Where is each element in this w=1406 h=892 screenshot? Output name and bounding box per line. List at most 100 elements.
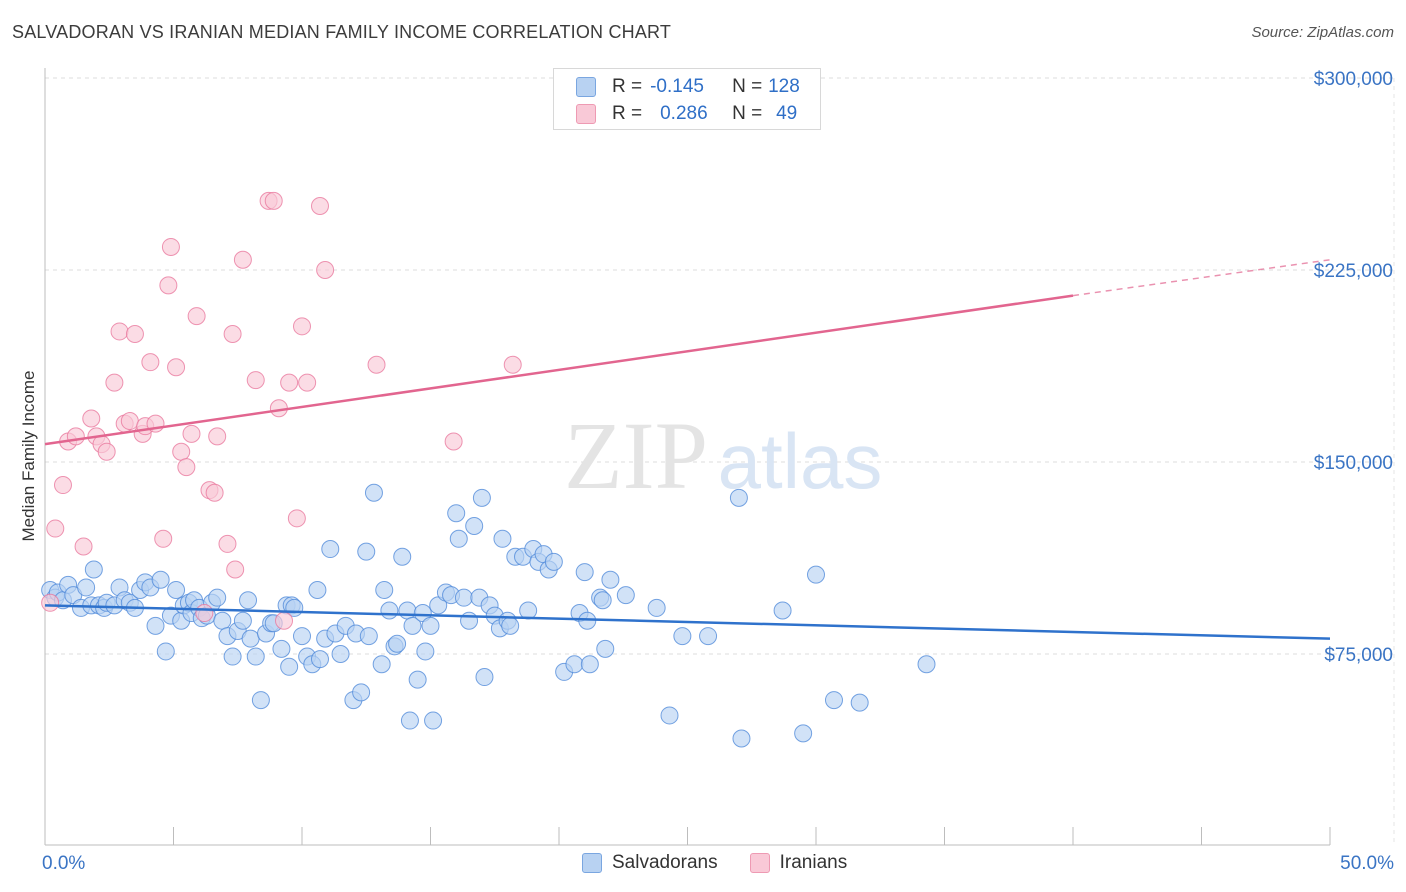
iranian-point	[46, 519, 65, 538]
iranian-trend-extension	[1072, 259, 1331, 297]
salvadoran-point	[773, 601, 792, 620]
series-legend: Salvadorans Iranians	[582, 852, 879, 874]
salvadoran-point	[357, 542, 376, 561]
salvadoran-point	[246, 647, 265, 666]
salvadoran-point	[596, 639, 615, 658]
iranian-point	[74, 537, 93, 556]
salvadoran-point	[293, 627, 311, 646]
salvadoran-point	[575, 563, 594, 582]
salvadoran-point	[408, 670, 427, 689]
iranian-point	[208, 427, 227, 446]
iranian-point	[293, 317, 311, 336]
salvadoran-point	[251, 691, 270, 710]
r-label: R =	[612, 76, 643, 97]
r-label: R =	[612, 103, 643, 124]
iranian-point	[444, 432, 463, 451]
iranian-point	[226, 560, 245, 579]
salvadoran-point	[84, 560, 103, 579]
salvadoran-point	[213, 611, 232, 630]
iranian-point	[264, 191, 283, 210]
salvadoran-point	[233, 611, 252, 630]
salvadoran-point	[364, 483, 383, 502]
salvadoran-trend-line	[44, 604, 1331, 640]
salvadoran-point	[807, 565, 825, 584]
salvadoran-point	[454, 588, 473, 607]
salvadoran-point	[310, 650, 329, 669]
salvadoran-point	[647, 598, 666, 617]
salvadorans-swatch	[576, 77, 596, 97]
salvadoran-point	[493, 529, 512, 548]
iranian-point	[110, 322, 129, 341]
salvadoran-point	[565, 655, 584, 674]
iranian-point	[159, 276, 178, 295]
salvadoran-point	[77, 578, 96, 597]
n-label: N =	[732, 76, 763, 97]
n-value-salvadorans: 128	[768, 76, 800, 97]
iranian-point	[154, 529, 173, 548]
salvadoran-point	[393, 547, 412, 566]
salvadoran-point	[400, 711, 419, 730]
salvadoran-point	[280, 657, 299, 676]
salvadoran-point	[699, 627, 718, 646]
iranian-point	[316, 261, 335, 279]
salvadoran-point	[601, 570, 620, 589]
salvadoran-point	[673, 627, 692, 646]
correlation-legend: R = -0.145 N = 128 R = 0.286 N = 49	[553, 68, 821, 130]
iranian-point	[161, 237, 180, 256]
salvadoran-point	[465, 517, 484, 535]
iranian-point	[287, 509, 306, 528]
watermark-atlas: atlas	[718, 417, 883, 505]
iranians-swatch	[576, 104, 596, 124]
iranian-point	[125, 325, 144, 343]
salvadoran-point	[372, 655, 391, 674]
legend-row-iranians: R = 0.286 N = 49	[576, 102, 797, 126]
salvadoran-point	[380, 601, 399, 620]
salvadoran-point	[472, 488, 491, 507]
iranian-point	[105, 373, 124, 392]
salvadoran-point	[421, 616, 440, 635]
y-tick-label: $300,000	[1314, 69, 1393, 90]
salvadoran-point	[321, 540, 340, 559]
salvadoran-point	[824, 691, 843, 710]
salvadoran-point	[501, 616, 520, 635]
salvadoran-point	[151, 570, 170, 589]
salvadoran-point	[352, 683, 371, 702]
chart-title: SALVADORAN VS IRANIAN MEDIAN FAMILY INCO…	[12, 22, 672, 42]
salvadorans-swatch	[582, 853, 602, 873]
x-tick-label-max: 50.0%	[1340, 853, 1394, 874]
iranian-point	[120, 412, 139, 431]
legend-row-salvadorans: R = -0.145 N = 128	[576, 75, 800, 99]
salvadoran-point	[794, 724, 813, 743]
iranian-point	[53, 476, 72, 495]
salvadoran-point	[616, 586, 635, 605]
salvadoran-point	[544, 552, 563, 571]
watermark-zip: ZIP	[564, 402, 708, 509]
iranian-point	[233, 250, 252, 269]
salvadoran-point	[359, 627, 378, 646]
salvadoran-point	[732, 729, 751, 748]
legend-label-iranians: Iranians	[779, 852, 848, 873]
legend-item-iranians[interactable]: Iranians	[749, 852, 848, 874]
y-tick-label: $225,000	[1314, 261, 1393, 282]
salvadoran-point	[331, 645, 350, 663]
legend-item-salvadorans[interactable]: Salvadorans	[582, 852, 718, 874]
salvadoran-point	[593, 591, 612, 610]
iranian-point	[82, 409, 101, 428]
salvadoran-point	[416, 642, 435, 661]
salvadoran-point	[156, 642, 175, 661]
iranian-point	[66, 427, 85, 446]
salvadoran-point	[272, 639, 291, 658]
salvadoran-point	[580, 655, 599, 674]
iranian-point	[182, 424, 201, 443]
salvadoran-point	[388, 634, 407, 653]
salvadoran-point	[167, 581, 186, 599]
iranian-point	[298, 373, 317, 392]
iranian-point	[141, 353, 160, 372]
salvadoran-point	[424, 711, 443, 730]
salvadoran-point	[208, 588, 227, 607]
axes	[44, 68, 1331, 846]
legend-label-salvadorans: Salvadorans	[612, 852, 718, 873]
iranian-point	[503, 355, 522, 374]
y-tick-label: $75,000	[1324, 645, 1393, 666]
